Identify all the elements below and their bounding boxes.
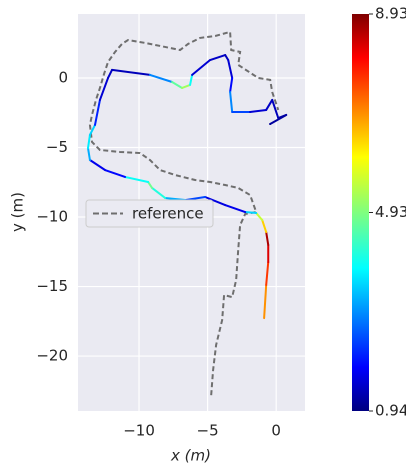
trajectory-segment (224, 204, 247, 214)
trajectory-segment (191, 59, 212, 76)
y-tick-label: −15 (36, 277, 68, 295)
trajectory-segment (104, 169, 127, 178)
trajectory-segment (149, 73, 174, 83)
trajectory-segment (261, 219, 268, 234)
trajectory-segment (88, 123, 97, 136)
trajectory-segment (98, 76, 110, 101)
x-axis-label: x (m) (170, 447, 211, 465)
colorbar-tick-label: 0.944 (375, 402, 406, 420)
trajectory-segment (204, 195, 227, 207)
trajectory-segment (94, 98, 101, 126)
trajectory-segment (263, 284, 268, 320)
trajectory-segment (171, 80, 184, 89)
x-tick-label: 0 (271, 422, 281, 440)
trajectory-segment (265, 98, 274, 111)
trajectory-segment (227, 59, 234, 79)
trajectory-segment (87, 133, 91, 150)
trajectory-segment (88, 159, 107, 172)
y-axis-label: y (m) (9, 192, 27, 232)
legend: reference (85, 199, 214, 228)
trajectory-segment (265, 231, 270, 246)
trajectory-segment (265, 261, 270, 287)
y-tick-label: −5 (46, 138, 68, 156)
trajectory-segment (229, 76, 234, 94)
colorbar-tick-label: 4.937 (375, 203, 406, 221)
legend-box (85, 199, 214, 228)
trajectory-segment (107, 68, 114, 79)
colorbar (352, 14, 369, 411)
trajectory-segment (147, 180, 154, 189)
x-tick-label: −5 (197, 422, 219, 440)
legend-label: reference (132, 205, 204, 223)
trajectory-segment (87, 147, 91, 162)
trajectory-segment (189, 73, 194, 86)
trajectory-segment (151, 186, 167, 199)
trajectory-segment (111, 68, 152, 76)
trajectory-segment (229, 91, 234, 114)
trajectory-segment (271, 98, 280, 120)
trajectory-segment (255, 211, 264, 222)
y-tick-label: −20 (36, 347, 68, 365)
trajectory-segment (249, 108, 268, 114)
colorbar-tick-label: 8.930 (375, 5, 406, 23)
x-tick-label: −10 (123, 422, 155, 440)
y-tick-label: 0 (58, 68, 68, 86)
trajectory-segment (181, 83, 192, 89)
trajectory-segment (124, 175, 150, 183)
trajectory-segment (209, 54, 227, 62)
y-tick-label: −10 (36, 208, 68, 226)
trajectory-segment (269, 113, 288, 125)
trajectory-segment (244, 211, 258, 214)
